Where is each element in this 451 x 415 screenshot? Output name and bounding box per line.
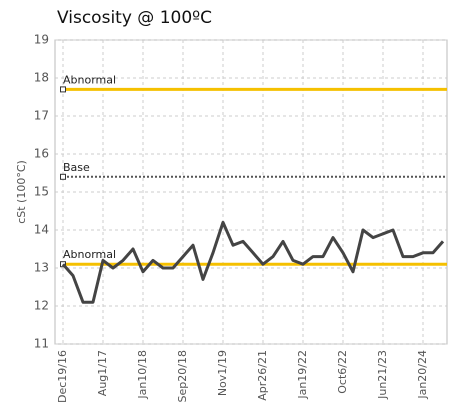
y-tick-label: 19 bbox=[34, 33, 49, 47]
reference-label: Abnormal bbox=[63, 248, 116, 261]
y-tick-label: 12 bbox=[34, 299, 49, 313]
reference-label: Abnormal bbox=[63, 73, 116, 86]
x-tick-label: Nov1/19 bbox=[216, 350, 229, 396]
x-tick-label: Sep20/18 bbox=[176, 350, 189, 402]
x-tick-label: Jan20/24 bbox=[416, 350, 429, 400]
y-axis-label: cSt (100°C) bbox=[15, 160, 28, 224]
y-tick-label: 18 bbox=[34, 71, 49, 85]
x-tick-label: Jan19/22 bbox=[296, 350, 309, 400]
x-tick-label: Oct6/22 bbox=[336, 350, 349, 394]
data-line bbox=[61, 220, 445, 304]
x-tick-label: Aug1/17 bbox=[96, 350, 109, 396]
y-tick-label: 17 bbox=[34, 109, 49, 123]
reference-marker bbox=[60, 86, 66, 93]
reference-marker bbox=[60, 173, 66, 180]
y-tick-label: 15 bbox=[34, 185, 49, 199]
x-tick-label: Jun21/23 bbox=[376, 350, 389, 400]
x-tick-label: Apr26/21 bbox=[256, 350, 269, 401]
chart-title: Viscosity @ 100ºC bbox=[57, 8, 212, 28]
y-tick-label: 13 bbox=[34, 261, 49, 275]
y-tick-label: 14 bbox=[34, 223, 49, 237]
y-tick-label: 16 bbox=[34, 147, 49, 161]
reference-label: Base bbox=[63, 161, 90, 174]
y-tick-label: 11 bbox=[34, 337, 49, 351]
x-tick-label: Jan10/18 bbox=[136, 350, 149, 400]
x-tick-label: Dec19/16 bbox=[56, 350, 69, 403]
